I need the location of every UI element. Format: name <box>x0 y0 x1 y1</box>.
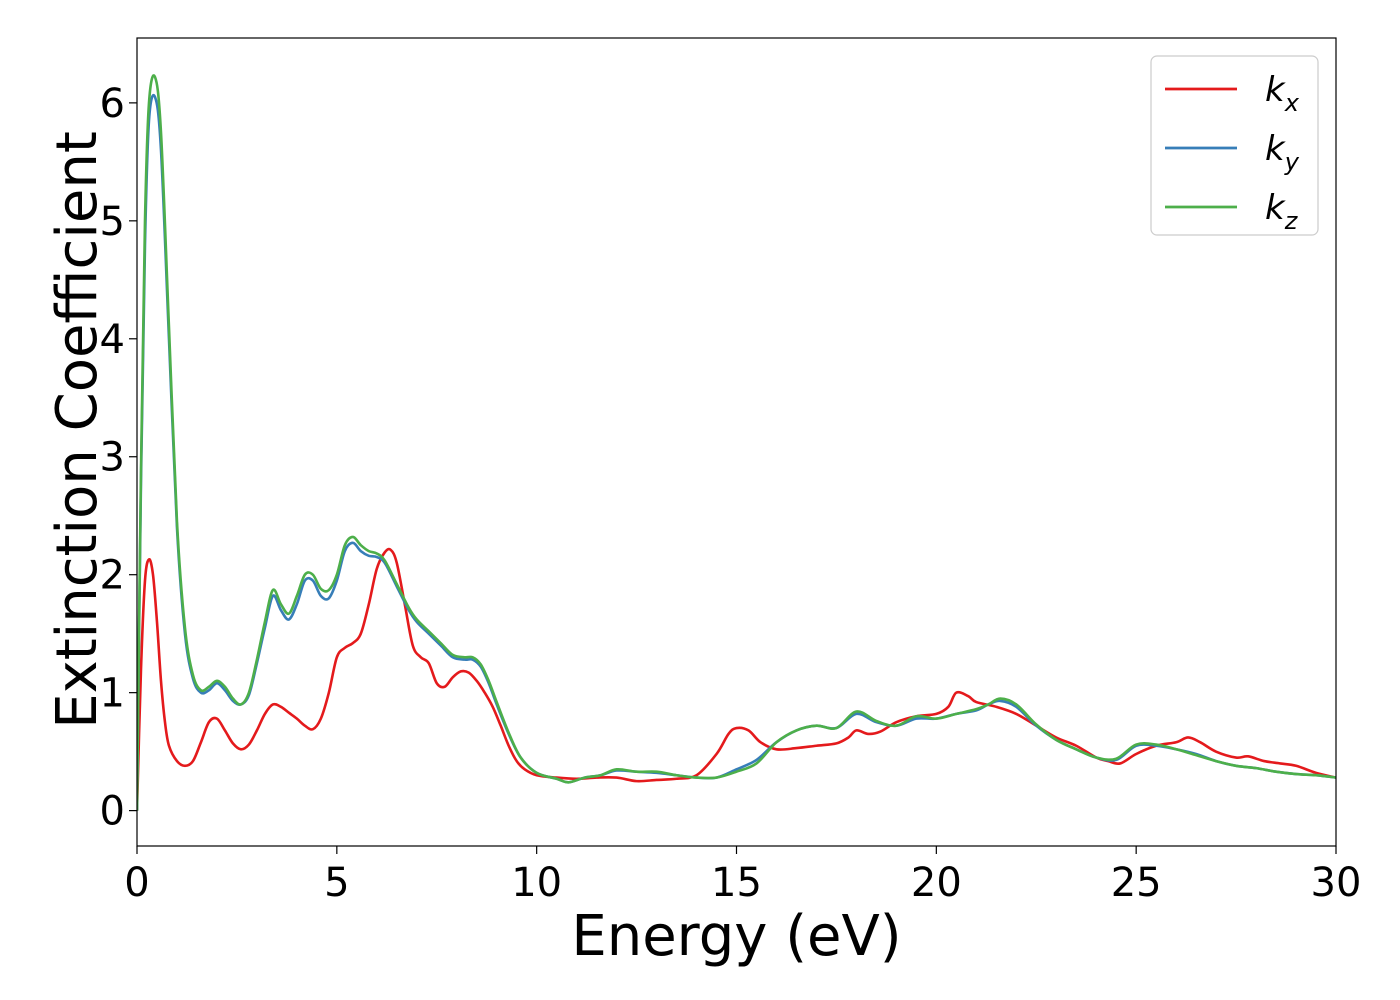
y-axis-label: Extinction Coefficient <box>45 131 110 729</box>
y-tick-label: 6 <box>100 81 125 127</box>
y-tick-label: 5 <box>100 199 125 245</box>
legend-label-x: kx <box>1265 70 1300 117</box>
y-tick-label: 2 <box>100 553 125 599</box>
y-tick-label: 3 <box>100 435 125 481</box>
x-tick-label: 10 <box>511 860 562 906</box>
x-tick-label: 20 <box>911 860 962 906</box>
legend-box <box>1150 55 1319 236</box>
x-tick-label: 25 <box>1111 860 1162 906</box>
x-tick-label: 15 <box>711 860 762 906</box>
series-line-z <box>137 74 1336 811</box>
legend-label-z: kz <box>1265 188 1299 235</box>
series-line-x <box>137 547 1336 811</box>
y-tick-label: 0 <box>100 789 125 835</box>
x-tick-label: 30 <box>1311 860 1362 906</box>
x-axis-label: Energy (eV) <box>571 904 901 969</box>
y-axis: 0 1 2 3 4 5 6 <box>100 81 137 835</box>
legend-label-y: ky <box>1265 129 1300 176</box>
x-axis: 0 5 10 15 20 25 30 <box>124 846 1361 906</box>
x-tick-label: 0 <box>124 860 149 906</box>
legend: kx ky kz <box>1150 55 1319 236</box>
y-tick-label: 1 <box>100 671 125 717</box>
x-tick-label: 5 <box>324 860 349 906</box>
series-layer <box>137 74 1336 811</box>
y-tick-label: 4 <box>100 317 125 363</box>
